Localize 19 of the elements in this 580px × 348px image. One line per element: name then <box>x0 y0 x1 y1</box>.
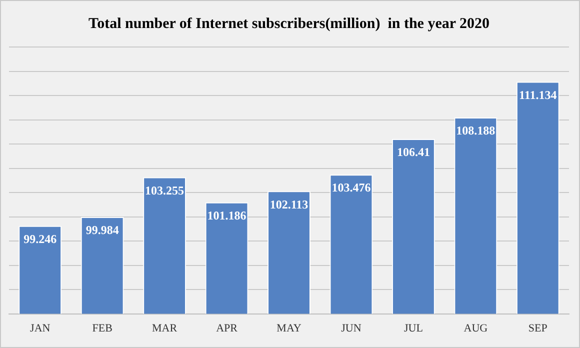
x-tick-label: MAY <box>276 322 302 334</box>
data-label: 102.113 <box>270 197 308 212</box>
data-label: 99.246 <box>24 232 57 246</box>
data-label: 99.984 <box>86 223 119 238</box>
x-tick-label: JUN <box>341 322 362 334</box>
data-label: 111.134 <box>519 88 557 102</box>
x-tick-label: MAR <box>152 322 178 334</box>
x-tick-label: AUG <box>464 322 488 334</box>
x-tick-label: JAN <box>30 322 50 334</box>
data-label: 101.186 <box>207 208 246 222</box>
x-tick-label: JUL <box>404 322 424 334</box>
data-label: 103.255 <box>145 183 184 198</box>
data-label: 103.476 <box>332 180 371 195</box>
data-label: 106.41 <box>396 145 430 160</box>
x-tick-label: APR <box>216 322 238 334</box>
chart-title: Total number of Internet subscribers(million) in the year 2020 <box>88 16 490 32</box>
x-tick-label: FEB <box>92 322 112 334</box>
x-tick-label: SEP <box>528 322 548 334</box>
data-label: 108.188 <box>456 124 496 138</box>
